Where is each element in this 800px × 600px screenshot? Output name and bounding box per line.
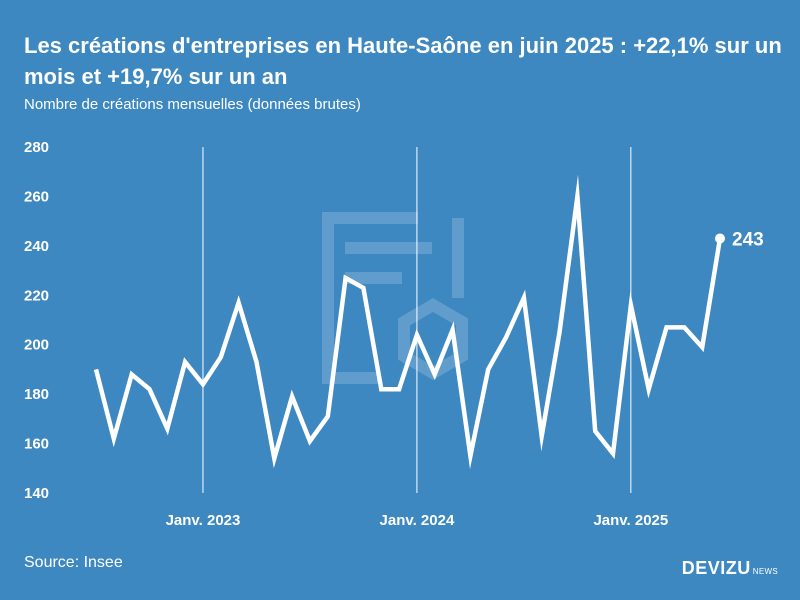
y-tick-label: 240 xyxy=(24,238,49,255)
y-tick-label: 220 xyxy=(24,287,49,304)
brand-name: DEVIZU xyxy=(681,558,751,578)
x-axis: Janv. 2023 Janv. 2024 Janv. 2025 xyxy=(166,147,668,529)
y-tick-label: 260 xyxy=(24,188,49,205)
y-tick-label: 200 xyxy=(24,337,49,354)
plot-area: 243 xyxy=(93,174,764,470)
brand-subname: NEWS xyxy=(752,567,778,576)
chart-subtitle: Nombre de créations mensuelles (données … xyxy=(24,96,361,113)
y-tick-label: 180 xyxy=(24,386,49,403)
source-note: Source: Insee xyxy=(24,554,123,571)
last-value-label: 243 xyxy=(732,229,764,250)
x-tick-label: Janv. 2024 xyxy=(380,512,455,529)
last-data-point xyxy=(715,233,725,244)
brand-logo: DEVIZU NEWS xyxy=(682,558,778,582)
y-tick-label: 280 xyxy=(24,139,49,156)
y-tick-label: 140 xyxy=(24,485,49,502)
series-line xyxy=(93,174,723,470)
y-tick-label: 160 xyxy=(24,436,49,453)
x-tick-label: Janv. 2025 xyxy=(593,512,668,529)
x-tick-label: Janv. 2023 xyxy=(166,512,241,529)
y-axis: 140 160 180 200 220 240 260 280 xyxy=(24,139,49,502)
chart-title: Les créations d'entreprises en Haute-Saô… xyxy=(24,33,782,89)
